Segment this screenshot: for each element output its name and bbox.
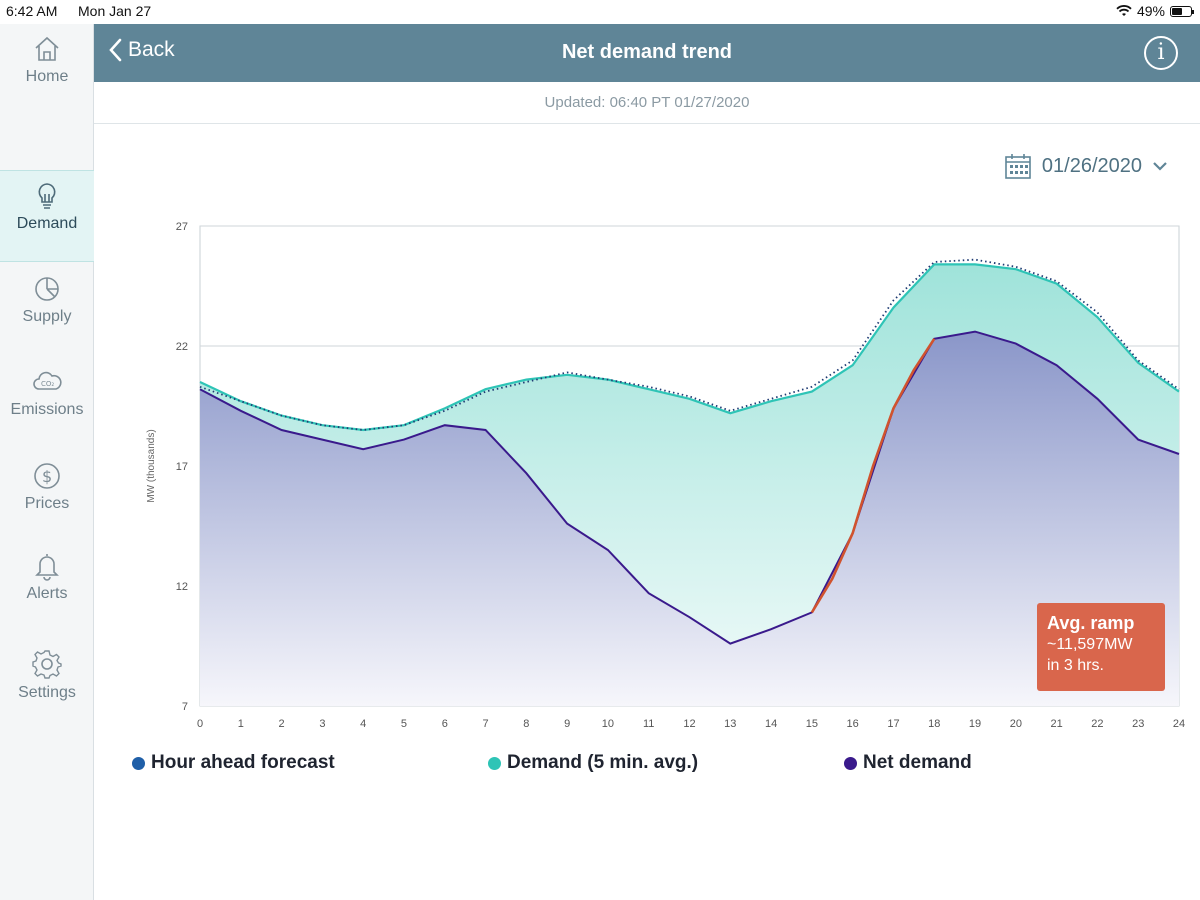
svg-text:CO₂: CO₂ — [41, 380, 54, 388]
sidebar-item-prices[interactable]: $ Prices — [0, 451, 94, 543]
x-tick-label: 20 — [1010, 718, 1022, 730]
info-button[interactable]: i — [1144, 36, 1178, 70]
calendar-icon — [1005, 154, 1031, 179]
x-tick-label: 9 — [564, 718, 570, 730]
legend-demand: Demand (5 min. avg.) — [488, 752, 698, 774]
lightbulb-icon — [38, 183, 56, 209]
x-tick-label: 23 — [1132, 718, 1144, 730]
sidebar-item-label: Supply — [22, 308, 72, 325]
page-title: Net demand trend — [561, 41, 733, 63]
dollar-icon: $ — [34, 463, 60, 489]
battery-percent: 49% — [1136, 3, 1165, 19]
y-tick-label: 27 — [176, 221, 188, 233]
chevron-left-icon — [109, 38, 122, 62]
x-tick-label: 0 — [197, 718, 203, 730]
demand-line — [199, 263, 1180, 432]
x-tick-label: 18 — [928, 718, 940, 730]
svg-text:$: $ — [42, 467, 52, 486]
back-button[interactable]: Back — [108, 38, 175, 62]
sidebar-item-label: Settings — [18, 684, 76, 701]
x-tick-label: 15 — [806, 718, 818, 730]
status-bar: 6:42 AM Mon Jan 27 49% — [0, 0, 1200, 24]
x-tick-label: 4 — [360, 718, 366, 730]
x-tick-label: 3 — [319, 718, 325, 730]
sidebar-item-demand[interactable]: Demand — [0, 170, 94, 262]
ramp-value: ~11,597MW — [1047, 636, 1133, 653]
x-tick-label: 5 — [401, 718, 407, 730]
back-label: Back — [128, 38, 175, 61]
x-tick-label: 14 — [765, 718, 777, 730]
chevron-down-icon — [1153, 162, 1167, 171]
sidebar-item-label: Home — [25, 68, 69, 85]
legend-label: Hour ahead forecast — [151, 752, 335, 773]
sidebar-item-settings[interactable]: Settings — [0, 638, 94, 730]
sidebar-item-alerts[interactable]: Alerts — [0, 541, 94, 633]
y-axis-label: MW (thousands) — [146, 429, 157, 502]
ramp-duration: in 3 hrs. — [1047, 657, 1104, 674]
sidebar-item-home[interactable]: Home — [0, 24, 94, 116]
ramp-title: Avg. ramp — [1047, 613, 1135, 633]
sidebar-item-label: Emissions — [10, 401, 84, 418]
x-tick-label: 1 — [238, 718, 244, 730]
bell-icon — [35, 554, 59, 581]
sidebar: Home Demand Supply CO₂ Emissions $ Price… — [0, 24, 94, 900]
sidebar-item-supply[interactable]: Supply — [0, 264, 94, 356]
x-tick-label: 11 — [643, 718, 654, 730]
x-tick-label: 7 — [482, 718, 488, 730]
battery-level — [1172, 7, 1182, 15]
avg-ramp-callout: Avg. ramp ~11,597MW in 3 hrs. — [1037, 603, 1165, 691]
x-tick-label: 21 — [1051, 718, 1063, 730]
sidebar-item-label: Demand — [16, 215, 78, 232]
home-icon — [35, 36, 59, 61]
x-tick-label: 13 — [724, 718, 736, 730]
y-tick-label: 17 — [176, 461, 188, 473]
sidebar-item-label: Alerts — [26, 585, 68, 602]
x-tick-label: 16 — [847, 718, 859, 730]
status-date: Mon Jan 27 — [78, 3, 152, 19]
ramp-line — [810, 338, 936, 614]
y-tick-label: 7 — [182, 701, 188, 713]
y-tick-label: 22 — [176, 341, 188, 353]
sidebar-item-emissions[interactable]: CO₂ Emissions — [0, 357, 94, 449]
x-tick-label: 6 — [442, 718, 448, 730]
gear-icon — [32, 650, 62, 679]
date-value: 01/26/2020 — [1041, 154, 1142, 177]
header-bar: Back Net demand trend i — [94, 24, 1200, 82]
legend-dot — [488, 756, 501, 770]
x-tick-label: 2 — [279, 718, 285, 730]
pie-chart-icon — [35, 277, 59, 301]
x-tick-label: 12 — [683, 718, 695, 730]
status-time: 6:42 AM — [6, 3, 58, 19]
updated-timestamp: Updated: 06:40 PT 01/27/2020 — [94, 82, 1200, 124]
co2-cloud-icon: CO₂ — [33, 371, 62, 390]
x-tick-label: 19 — [969, 718, 981, 730]
wifi-icon — [1116, 5, 1132, 16]
date-picker[interactable]: 01/26/2020 — [1004, 152, 1168, 180]
legend-label: Net demand — [863, 752, 972, 773]
legend-dot — [844, 756, 857, 770]
status-right: 49% — [1116, 3, 1194, 19]
x-tick-label: 10 — [602, 718, 614, 730]
legend-hour-ahead: Hour ahead forecast — [132, 752, 335, 774]
x-tick-label: 22 — [1091, 718, 1103, 730]
sidebar-item-label: Prices — [24, 495, 70, 512]
x-tick-label: 8 — [523, 718, 529, 730]
y-tick-label: 12 — [176, 581, 188, 593]
net-demand-line — [199, 330, 1180, 645]
x-tick-label: 24 — [1173, 718, 1185, 730]
legend-net-demand: Net demand — [844, 752, 972, 774]
x-tick-label: 17 — [887, 718, 899, 730]
battery-icon — [1170, 5, 1194, 17]
legend-label: Demand (5 min. avg.) — [507, 752, 699, 773]
legend-dot — [132, 756, 145, 770]
